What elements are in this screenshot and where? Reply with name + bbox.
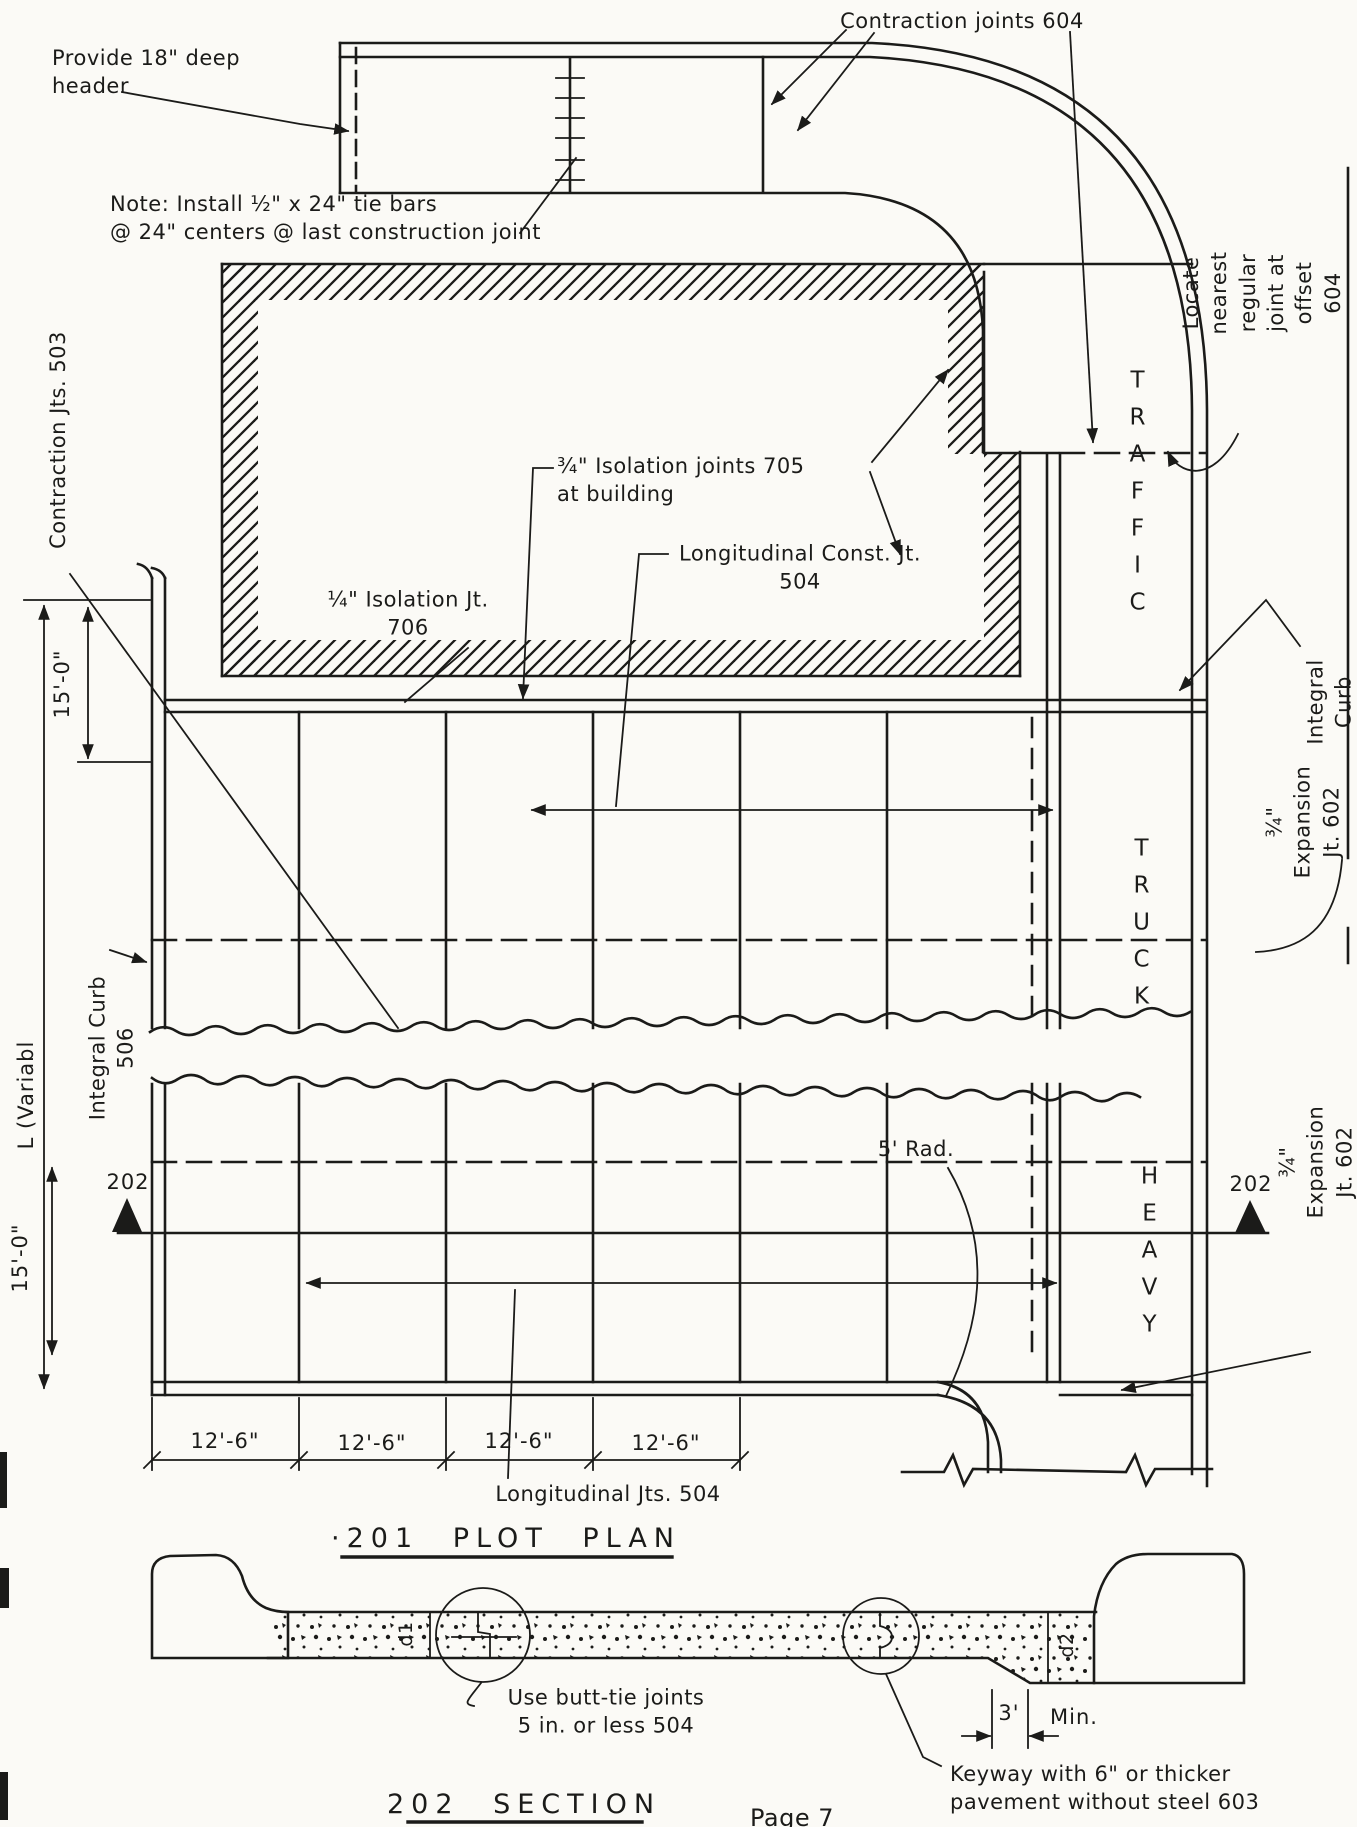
leader-radius-5 <box>944 1166 979 1398</box>
note-longitudinal-const-jt-504: Longitudinal Const. Jt. 504 <box>679 541 921 594</box>
leader-keyway <box>884 1672 943 1768</box>
detail-circle-keyway <box>842 1597 920 1675</box>
leader-expansion-lower <box>1120 1350 1312 1393</box>
scan-artifact <box>0 1568 9 1608</box>
extension-lines-left <box>23 599 151 763</box>
section-title: 202 SECTION <box>386 1788 662 1820</box>
note-expansion-jt-lower: ¾" Expansion Jt. 602 <box>1275 1105 1357 1219</box>
dim-label-15-bottom: 15'-0" <box>7 1223 32 1293</box>
note-integral-curb-left: Integral Curb 506 <box>85 975 138 1121</box>
lane-label-traffic: TRAFFIC <box>1124 367 1151 627</box>
curb-outer-line <box>338 41 1209 1488</box>
dim-label-3ft: 3' <box>998 1700 1020 1725</box>
note-butt-tie-joints: Use butt-tie joints 5 in. or less 504 <box>507 1685 705 1738</box>
note-deep-header: Provide 18" deep header <box>52 46 241 99</box>
detail-circle-butt-joint <box>435 1587 531 1683</box>
building-hatch-right-lower <box>984 452 1020 676</box>
dim-label-L-variable: L (Variabl <box>13 1040 38 1150</box>
leader-long-jts-504 <box>507 1289 516 1479</box>
scan-artifact <box>0 1772 8 1820</box>
match-break-lines <box>148 1006 1192 1103</box>
note-tie-bars: Note: Install ½" x 24" tie bars @ 24" ce… <box>110 192 541 245</box>
section-slab-bottom <box>266 1656 1096 1685</box>
lane-label-heavy: HEAVY <box>1136 1163 1163 1349</box>
break-wave-lower <box>150 1073 1142 1103</box>
road-left-edge <box>1045 453 1062 1384</box>
road-break-line <box>900 1451 1214 1489</box>
leader-contraction-503 <box>68 572 400 1030</box>
page-number: Page 7 <box>750 1803 834 1827</box>
depth-label-d2: d2 <box>1056 1632 1079 1658</box>
note-contraction-joints-604: Contraction joints 604 <box>840 8 1084 33</box>
section-keyway-joint <box>879 1611 893 1659</box>
break-wave-upper <box>148 1006 1192 1037</box>
leader-contraction-604-b <box>796 31 876 132</box>
section-marker-triangle-right <box>1235 1200 1266 1233</box>
pavement <box>116 166 1350 1489</box>
markers-and-artifacts <box>0 1198 1266 1820</box>
left-curb-lines <box>150 576 167 1397</box>
corner-radius-5ft <box>936 1380 1003 1474</box>
leader-iso-705-down <box>868 470 902 556</box>
leader-contraction-604-c <box>1069 31 1099 444</box>
leader-iso-706 <box>403 646 470 704</box>
note-locate-nearest-joint: Locate nearest regular joint at offset 6… <box>1178 251 1345 335</box>
leader-contraction-604-a <box>770 28 848 106</box>
dim-label-bay-3: 12'-6" <box>484 1428 554 1453</box>
building <box>220 262 1207 678</box>
section-left-curb <box>150 1553 290 1660</box>
leader-locate-nearest <box>1166 432 1240 472</box>
building-hatch-right-upper <box>948 264 984 454</box>
note-radius-5: 5' Rad. <box>877 1136 955 1161</box>
pavement-top-edge <box>163 698 1207 714</box>
leader-header-note <box>120 90 350 135</box>
note-integral-curb-right: Integral Curb 506 <box>1303 659 1356 745</box>
leader-expansion-upper <box>1178 598 1302 692</box>
section-marker-202-left: 202 <box>106 1169 150 1194</box>
leader-long-const-504 <box>615 553 669 807</box>
plot-plan-title: ·201 PLOT PLAN <box>331 1522 681 1554</box>
section-right-curb <box>1092 1552 1246 1685</box>
dim-label-15-top: 15'-0" <box>49 649 74 719</box>
lane-label-truck: TRUCK <box>1128 835 1155 1021</box>
tie-bar-ticks <box>555 77 585 181</box>
dim-label-min: Min. <box>1050 1704 1098 1729</box>
dimension-lines <box>23 599 1059 1749</box>
left-curb-top-hook <box>136 562 167 580</box>
leader-butt-tie <box>466 1681 483 1708</box>
leader-curb-506-right <box>1255 859 1343 953</box>
dim-label-bay-4: 12'-6" <box>631 1430 701 1455</box>
note-isolation-jt-706: ¼" Isolation Jt. 706 <box>327 587 489 640</box>
section-marker-202-right: 202 <box>1229 1171 1273 1196</box>
depth-label-d1: d1 <box>395 1621 418 1647</box>
dim-ticks-bays <box>142 1450 750 1470</box>
longitudinal-joint-lines <box>297 710 889 1384</box>
leader-lines <box>68 28 1343 1768</box>
building-hatch-left <box>222 264 258 676</box>
building-hatch-bottom <box>222 640 1020 676</box>
section-butt-tie-joint <box>451 1611 517 1659</box>
note-isolation-705: ¾" Isolation joints 705 at building <box>557 454 805 507</box>
section-view <box>150 1552 1246 1824</box>
top-road-strip <box>338 41 1209 1488</box>
leader-iso-705-up <box>870 368 950 464</box>
note-keyway: Keyway with 6" or thicker pavement witho… <box>950 1762 1260 1815</box>
extension-lines-bottom <box>151 1397 741 1471</box>
note-contraction-jts-503: Contraction Jts. 503 <box>45 331 70 549</box>
dim-label-bay-2: 12'-6" <box>337 1430 407 1455</box>
leader-tie-bar-note <box>518 156 578 235</box>
leader-curb-506-left <box>108 948 148 964</box>
building-face-right <box>982 270 1060 678</box>
section-marker-triangle-left <box>112 1198 142 1232</box>
leader-iso-705-strip <box>517 467 554 700</box>
scan-artifact <box>0 1452 7 1508</box>
extension-lines-3min <box>991 1689 1029 1749</box>
note-longitudinal-jts-504: Longitudinal Jts. 504 <box>495 1481 721 1506</box>
dim-label-bay-1: 12'-6" <box>190 1428 260 1453</box>
building-hatch-top <box>222 264 984 300</box>
curb-inner-line <box>338 55 1194 1476</box>
note-expansion-jt-upper: ¾" Expansion Jt. 602 <box>1262 765 1344 879</box>
